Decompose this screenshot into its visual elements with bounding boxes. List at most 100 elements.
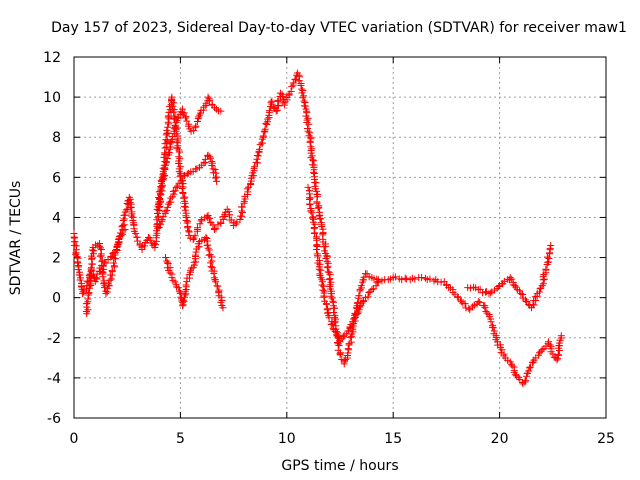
trace-point-middle-band [167, 194, 175, 202]
trace-point-main [250, 164, 258, 172]
trace-point-main [176, 148, 184, 156]
trace-point-upper-band [161, 165, 169, 173]
trace-point-main [489, 324, 497, 332]
x-axis-ticks: 0 5 10 15 20 25 [70, 431, 615, 447]
trace-point-main [175, 168, 183, 176]
trace-point-main [127, 204, 135, 212]
trace-point-main [395, 275, 403, 283]
trace-point-main [162, 136, 170, 144]
trace-point-middle-band [179, 177, 187, 185]
trace-point-main [328, 294, 336, 302]
trace-point-low-branch [204, 244, 212, 252]
trace-point-main [297, 81, 305, 89]
trace-point-early-scatter [111, 255, 119, 263]
trace-point-second-loop [373, 279, 381, 287]
trace-point-main [185, 227, 193, 235]
trace-point-main [122, 206, 130, 214]
trace-point-main [233, 218, 241, 226]
trace-point-main [73, 253, 81, 261]
trace-point-main [300, 102, 308, 110]
trace-point-main [75, 263, 83, 271]
trace-point-early-scatter [104, 280, 112, 288]
trace-point-main [525, 367, 533, 375]
trace-point-main [307, 135, 315, 143]
trace-point-main [500, 350, 508, 358]
trace-point-early-scatter [99, 273, 107, 281]
trace-point-middle-band [173, 182, 181, 190]
trace-point-second-loop [314, 252, 322, 260]
trace-point-upper-band [158, 182, 166, 190]
trace-point-main [181, 193, 189, 201]
trace-point-low-branch [181, 287, 189, 295]
trace-point-second-loop [316, 271, 324, 279]
trace-point-early-scatter [97, 252, 105, 260]
trace-point-main [327, 287, 335, 295]
trace-point-main [526, 363, 534, 371]
trace-point-low-branch [164, 259, 172, 267]
trace-point-low-branch [195, 243, 203, 251]
trace-point-upper-band [160, 169, 168, 177]
trace-point-main [264, 118, 272, 126]
trace-point-main [487, 315, 495, 323]
trace-point-main [335, 342, 343, 350]
trace-point-main [253, 159, 261, 167]
trace-point-main [546, 341, 554, 349]
trace-point-early-scatter [87, 264, 95, 272]
trace-point-main [327, 292, 335, 300]
trace-point-low-branch [173, 283, 181, 291]
trace-point-main [547, 348, 555, 356]
chart-title: Day 157 of 2023, Sidereal Day-to-day VTE… [51, 20, 627, 36]
trace-point-late-scatter [487, 289, 495, 297]
trace-point-main [258, 135, 266, 143]
trace-point-main [212, 225, 220, 233]
y-tick-label: 10 [43, 90, 61, 106]
trace-point-second-loop [354, 310, 362, 318]
trace-point-main [182, 203, 190, 211]
y-tick-label: 6 [52, 170, 61, 186]
trace-point-second-loop [306, 194, 314, 202]
trace-point-early-scatter [96, 252, 104, 260]
trace-point-upper-band [157, 179, 165, 187]
trace-point-middle-band [201, 155, 209, 163]
trace-point-main [141, 242, 149, 250]
trace-point-second-loop [347, 321, 355, 329]
trace-point-main [92, 274, 100, 282]
trace-point-main [180, 194, 188, 202]
trace-point-late-scatter [511, 282, 519, 290]
trace-point-main [378, 277, 386, 285]
y-tick-label: 2 [52, 251, 61, 267]
trace-point-main [401, 274, 409, 282]
trace-point-second-loop [308, 214, 316, 222]
trace-point-low-branch [182, 281, 190, 289]
trace-point-late-scatter [518, 291, 526, 299]
trace-point-early-scatter [97, 244, 105, 252]
trace-point-middle-band [212, 173, 220, 181]
trace-point-main [336, 351, 344, 359]
trace-point-main [178, 185, 186, 193]
trace-point-early-scatter [108, 267, 116, 275]
trace-point-main [270, 103, 278, 111]
trace-point-early-scatter [110, 259, 118, 267]
trace-point-low-branch [191, 251, 199, 259]
trace-point-early-scatter [101, 284, 109, 292]
y-axis-ticks: -6 -4 -2 0 2 4 6 8 10 12 [43, 50, 61, 427]
trace-point-main [146, 236, 154, 244]
trace-point-early-scatter [85, 289, 93, 297]
trace-point-main [176, 173, 184, 181]
trace-point-upper-band [155, 194, 163, 202]
trace-point-main [329, 297, 337, 305]
trace-point-main [411, 275, 419, 283]
trace-point-main [530, 356, 538, 364]
trace-point-main [126, 199, 134, 207]
trace-point-main [127, 212, 135, 220]
trace-point-early-scatter [114, 238, 122, 246]
trace-point-middle-band [163, 206, 171, 214]
trace-point-upper-band [163, 158, 171, 166]
trace-point-main [252, 158, 260, 166]
trace-point-early-scatter [86, 271, 94, 279]
trace-point-main [130, 227, 138, 235]
trace-point-main [273, 106, 281, 114]
trace-point-main [256, 145, 264, 153]
trace-point-middle-band [211, 165, 219, 173]
data-point-upper-band [191, 123, 199, 131]
